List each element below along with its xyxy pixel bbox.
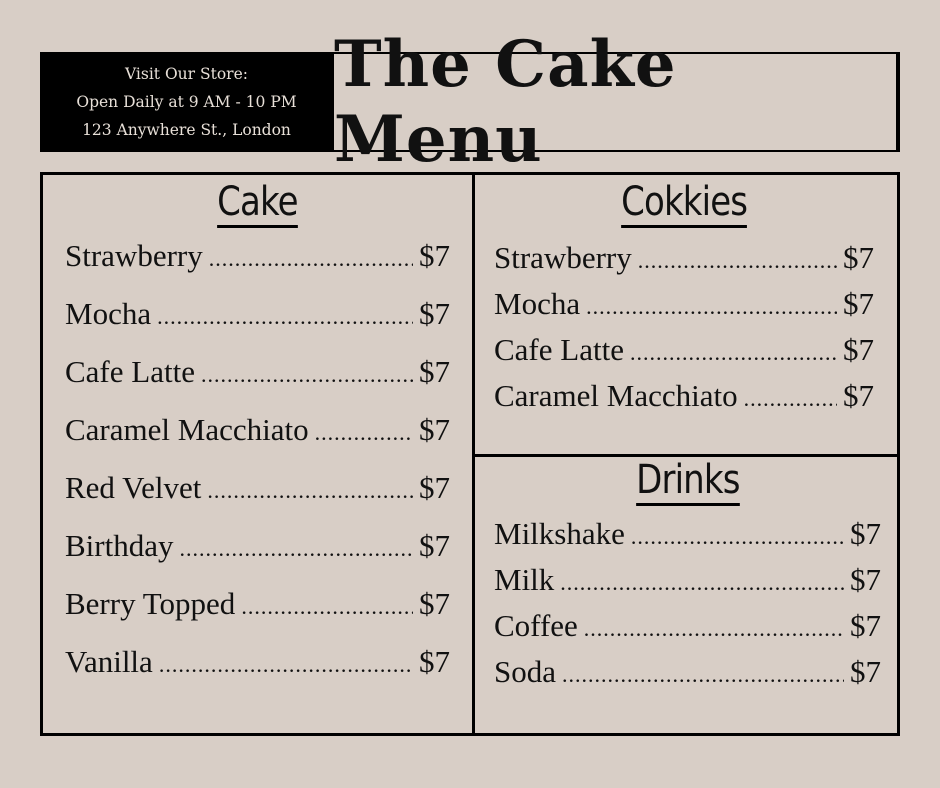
store-info: Visit Our Store: Open Daily at 9 AM - 10… [40, 52, 333, 152]
store-hours: Open Daily at 9 AM - 10 PM [76, 93, 297, 111]
dot-leader [744, 386, 837, 412]
vertical-divider [472, 175, 475, 733]
item-name: Vanilla [65, 644, 153, 679]
dot-leader [584, 616, 844, 642]
section-heading: Cake [65, 179, 450, 228]
item-name: Strawberry [494, 240, 632, 275]
menu-item: Red Velvet $7 [65, 470, 450, 528]
menu-item: Soda $7 [494, 654, 881, 700]
item-name: Caramel Macchiato [65, 412, 309, 447]
item-name: Soda [494, 654, 556, 689]
item-name: Berry Topped [65, 586, 236, 621]
section-heading: Drinks [494, 457, 881, 506]
item-name: Red Velvet [65, 470, 202, 505]
item-name: Cafe Latte [65, 354, 195, 389]
menu-item: Strawberry $7 [494, 240, 874, 286]
item-price: $7 [843, 240, 874, 275]
item-price: $7 [419, 238, 450, 273]
item-price: $7 [843, 332, 874, 367]
header: Visit Our Store: Open Daily at 9 AM - 10… [40, 27, 900, 177]
section-drinks: Drinks Milkshake $7 Milk $7 Coffee $7 Soda $7 [494, 457, 881, 700]
item-price: $7 [850, 608, 881, 643]
menu-item: Mocha $7 [494, 286, 874, 332]
item-name: Strawberry [65, 238, 203, 273]
menu-item: Berry Topped $7 [65, 586, 450, 644]
dot-leader [207, 478, 413, 504]
menu-item: Strawberry $7 [65, 238, 450, 296]
horizontal-divider [475, 454, 897, 457]
item-price: $7 [850, 562, 881, 597]
dot-leader [315, 420, 413, 446]
item-price: $7 [419, 296, 450, 331]
item-price: $7 [419, 528, 450, 563]
item-price: $7 [850, 516, 881, 551]
dot-leader [560, 570, 844, 596]
item-name: Milk [494, 562, 555, 597]
item-price: $7 [419, 354, 450, 389]
menu-item: Vanilla $7 [65, 644, 450, 702]
item-name: Cafe Latte [494, 332, 624, 367]
menu-item: Cafe Latte $7 [65, 354, 450, 412]
dot-leader [159, 652, 413, 678]
menu-item: Coffee $7 [494, 608, 881, 654]
item-name: Mocha [65, 296, 152, 331]
dot-leader [241, 594, 413, 620]
dot-leader [157, 304, 413, 330]
dot-leader [630, 340, 837, 366]
item-name: Caramel Macchiato [494, 378, 738, 413]
page-title: The Cake Menu [334, 27, 677, 177]
item-name: Birthday [65, 528, 174, 563]
item-price: $7 [419, 644, 450, 679]
dot-leader [562, 662, 844, 688]
item-name: Coffee [494, 608, 578, 643]
dot-leader [209, 246, 413, 272]
dot-leader [638, 248, 837, 274]
menu-item: Birthday $7 [65, 528, 450, 586]
item-name: Mocha [494, 286, 581, 321]
title-box: The Cake Menu [334, 27, 898, 177]
menu-item: Cafe Latte $7 [494, 332, 874, 378]
section-heading: Cokkies [494, 179, 874, 228]
menu-item: Milkshake $7 [494, 516, 881, 562]
item-price: $7 [843, 378, 874, 413]
menu-item: Milk $7 [494, 562, 881, 608]
item-price: $7 [843, 286, 874, 321]
item-price: $7 [850, 654, 881, 689]
dot-leader [180, 536, 414, 562]
menu-item: Caramel Macchiato $7 [494, 378, 874, 424]
item-name: Milkshake [494, 516, 625, 551]
menu-item: Mocha $7 [65, 296, 450, 354]
item-price: $7 [419, 412, 450, 447]
item-price: $7 [419, 470, 450, 505]
item-price: $7 [419, 586, 450, 621]
dot-leader [631, 524, 844, 550]
dot-leader [201, 362, 413, 388]
menu-item: Caramel Macchiato $7 [65, 412, 450, 470]
store-info-line: Visit Our Store: [125, 65, 248, 83]
dot-leader [586, 294, 837, 320]
store-address: 123 Anywhere St., London [82, 121, 291, 139]
